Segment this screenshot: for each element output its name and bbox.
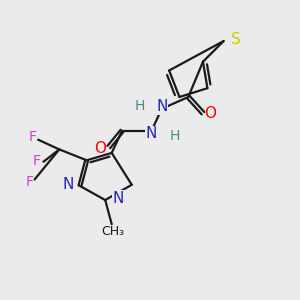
Text: F: F xyxy=(28,130,36,144)
Text: N: N xyxy=(146,126,157,141)
Text: N: N xyxy=(63,177,74,192)
Text: F: F xyxy=(33,154,41,168)
Text: H: H xyxy=(134,99,145,113)
Text: F: F xyxy=(25,176,33,189)
Text: N: N xyxy=(112,191,124,206)
Text: O: O xyxy=(204,106,216,121)
Text: CH₃: CH₃ xyxy=(102,225,125,238)
Text: H: H xyxy=(170,129,180,143)
Text: O: O xyxy=(94,141,106,156)
Text: S: S xyxy=(231,32,241,47)
Text: N: N xyxy=(156,99,167,114)
